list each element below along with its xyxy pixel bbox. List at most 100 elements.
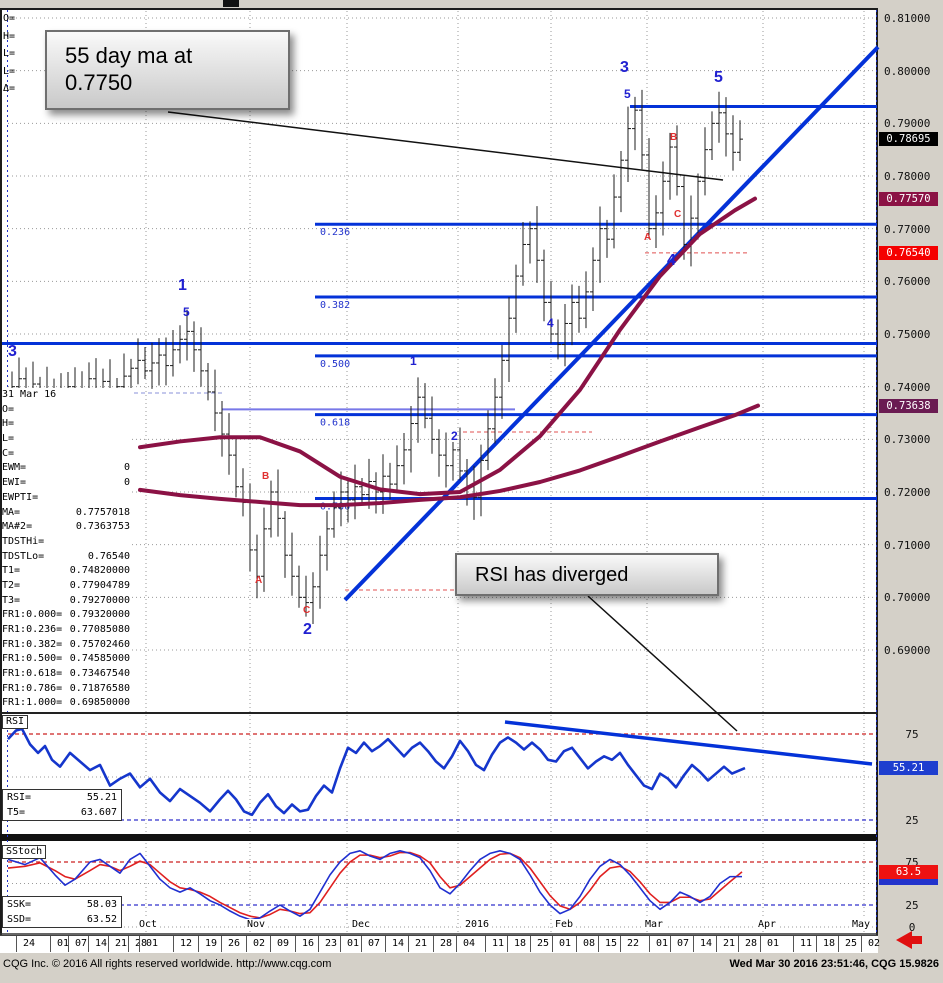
date-axis[interactable]: 24 01 07 14 21 28 01 12 19 26 02 09 16 23 01 07 14 21 28 04… <box>0 935 880 953</box>
ohlc-bar <box>548 280 554 344</box>
date-tick-label: 15 <box>605 938 618 949</box>
ohlc-bar <box>646 138 652 239</box>
wave-label: 4 <box>547 316 554 330</box>
fib-label: 0.236 <box>320 227 350 238</box>
indicator-label: RSI= <box>7 792 32 803</box>
ohlc-bar <box>429 396 435 454</box>
month-label: 2016 <box>463 919 492 930</box>
date-tick-label: 28 <box>745 938 758 949</box>
window-artifact <box>223 0 239 7</box>
ohlc-bar <box>149 342 155 389</box>
ohlc-bar <box>583 271 589 329</box>
date-tick-separator <box>16 936 17 952</box>
annotation-pointer-line <box>167 111 724 181</box>
date-tick-separator <box>530 936 531 952</box>
quote-row: TDSTLo= 0.76540 <box>2 550 132 565</box>
panel-splitter[interactable] <box>0 834 878 841</box>
rsi-axis-label: 75 <box>905 728 919 741</box>
date-tick-separator <box>88 936 89 952</box>
quote-row-label: FR1:0.236= <box>2 624 63 635</box>
date-tick-separator <box>793 936 794 952</box>
date-tick-separator <box>838 936 839 952</box>
month-label: Feb <box>553 919 576 930</box>
ohlc-bar <box>170 329 176 377</box>
indicator-value: 63.607 <box>80 807 117 818</box>
date-tick-separator <box>816 936 817 952</box>
moving-average-line[interactable] <box>138 196 757 497</box>
date-tick-label: 09 <box>277 938 290 949</box>
quote-row: MA= 0.7757018 <box>2 506 132 521</box>
date-tick-label: 04 <box>463 938 476 949</box>
ohlc-bar <box>639 89 645 170</box>
quote-row-label: MA= <box>2 506 21 518</box>
ohlc-bar <box>296 565 302 608</box>
date-tick-label: 08 <box>583 938 596 949</box>
ohlc-bar <box>289 532 295 596</box>
rsi-annotation-box[interactable]: RSI has diverged <box>455 553 719 596</box>
indicator-value: 58.03 <box>86 899 117 910</box>
stoch-ssd-badge: 63.5 <box>879 864 938 879</box>
panel-divider <box>0 712 878 714</box>
price-axis-label: 0.78000 <box>884 170 931 183</box>
wave-label: B <box>670 132 677 143</box>
wave-label: 5 <box>714 69 723 86</box>
ohlc-bar <box>387 462 393 500</box>
ohlc-bar <box>310 572 316 625</box>
date-tick-separator <box>716 936 717 952</box>
ohlc-bar <box>177 325 183 364</box>
date-tick-separator <box>385 936 386 952</box>
ohlc-bar <box>506 297 512 383</box>
date-tick-separator <box>198 936 199 952</box>
quote-row-value: 0.77904789 <box>69 579 130 591</box>
stoch-axis-label: 25 <box>905 899 919 912</box>
date-tick-separator <box>318 936 319 952</box>
ohlc-bar <box>205 362 211 401</box>
grid <box>8 11 876 933</box>
date-tick-label: 01 <box>146 938 159 949</box>
quote-row: H= <box>2 417 132 432</box>
date-tick-separator <box>485 936 486 952</box>
price-axis-label: 0.71000 <box>884 538 931 552</box>
ohlc-bar <box>226 413 232 475</box>
quote-row-label: FR1:0.500= <box>2 653 63 665</box>
quote-row-value: 0.7757018 <box>75 506 130 518</box>
date-tick-separator <box>108 936 109 952</box>
uptrend-line[interactable] <box>343 45 880 602</box>
ohlc-bar <box>688 195 694 267</box>
quote-row-label: T3= <box>2 594 21 606</box>
wave-label: 4 <box>667 252 676 269</box>
moving-average-line[interactable] <box>138 403 760 508</box>
indicator-label: T5= <box>7 807 26 818</box>
ohlc-bar <box>415 377 421 443</box>
ohlc-bar <box>541 249 547 322</box>
ohlc-bar <box>303 575 309 617</box>
ohlc-bar <box>569 284 575 346</box>
ohlc-bar <box>163 337 169 386</box>
ohlc-bar <box>611 174 617 249</box>
date-tick-separator <box>576 936 577 952</box>
ohlc-bar <box>625 106 631 183</box>
wave-label: B <box>262 471 269 482</box>
date-tick-separator <box>270 936 271 952</box>
ohlc-bar <box>338 471 344 527</box>
quote-label: H= <box>3 30 16 42</box>
date-tick-separator <box>861 936 862 952</box>
quote-row-value: 0.79270000 <box>69 594 130 606</box>
date-tick-separator <box>456 936 457 952</box>
rsi-line[interactable] <box>7 727 746 817</box>
quote-row-value: 0.71876580 <box>69 682 130 694</box>
quote-row: FR1:0.236= 0.77085080 <box>2 623 132 638</box>
ohlc-bar <box>450 442 456 481</box>
quote-row-value: 0.76540 <box>87 550 130 562</box>
ma-annotation-box[interactable]: 55 day ma at 0.7750 <box>45 30 290 110</box>
quote-row-value: 0.7363753 <box>75 521 130 533</box>
stoch-ssk-line[interactable] <box>7 850 742 921</box>
indicator-value-row: T5= 63.607 <box>3 805 121 820</box>
rsi-divergence-line[interactable] <box>504 720 873 766</box>
ohlc-bar <box>324 510 330 571</box>
quote-row-label: EWM= <box>2 462 27 474</box>
ohlc-bar <box>632 96 638 151</box>
ohlc-bar <box>604 219 610 258</box>
